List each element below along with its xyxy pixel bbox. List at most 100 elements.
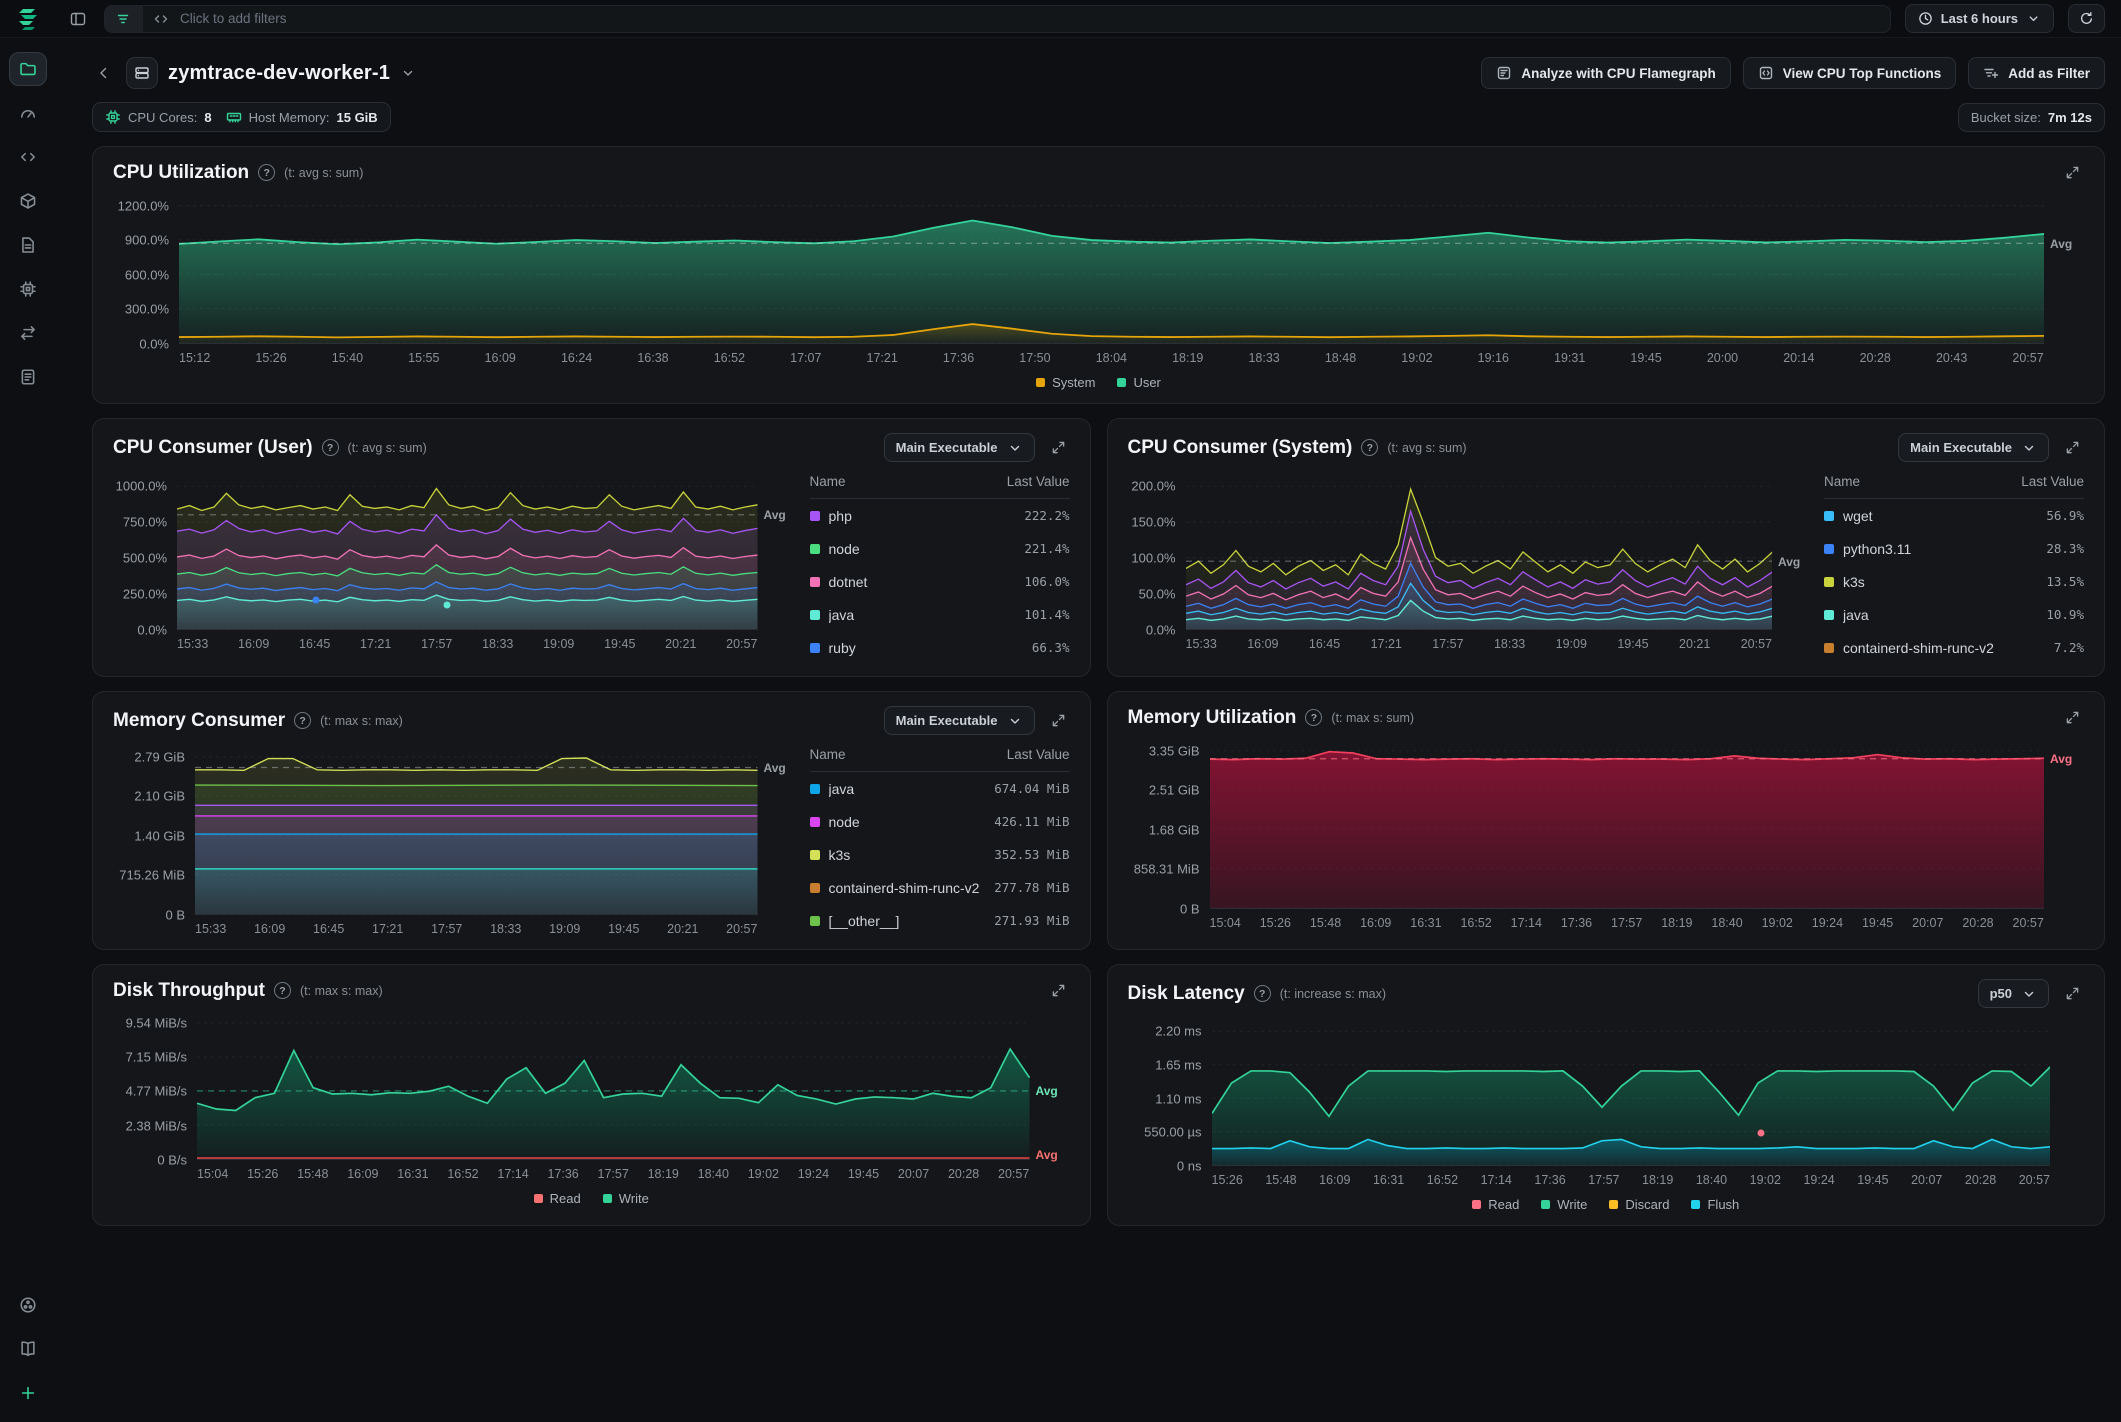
- sidebar-item-community[interactable]: [9, 1288, 47, 1322]
- table-row-php[interactable]: php222.2%: [810, 499, 1070, 532]
- expand-button[interactable]: [2061, 982, 2084, 1005]
- series-name: containerd-shim-runc-v2: [1843, 640, 2045, 656]
- sidebar-item-add[interactable]: [9, 1376, 47, 1410]
- help-icon[interactable]: ?: [1254, 985, 1271, 1002]
- help-icon[interactable]: ?: [322, 439, 339, 456]
- table-row-wget[interactable]: wget56.9%: [1824, 499, 2084, 532]
- plot-area[interactable]: [1186, 472, 1773, 629]
- help-icon[interactable]: ?: [274, 982, 291, 999]
- app-logo[interactable]: [0, 6, 56, 32]
- expand-button[interactable]: [1047, 979, 1070, 1002]
- sidebar-item-reports[interactable]: [9, 228, 47, 262]
- disk-throughput-chart[interactable]: 9.54 MiB/s7.15 MiB/s4.77 MiB/s2.38 MiB/s…: [113, 1012, 1070, 1207]
- refresh-button[interactable]: [2068, 4, 2105, 33]
- table-row-dotnet[interactable]: dotnet106.0%: [810, 565, 1070, 598]
- expand-button[interactable]: [2061, 436, 2084, 459]
- legend-item-write[interactable]: Write: [603, 1189, 649, 1207]
- legend-item-read[interactable]: Read: [534, 1189, 581, 1207]
- filter-bar[interactable]: Click to add filters: [104, 5, 1891, 33]
- memory-consumer-chart[interactable]: 2.79 GiB2.10 GiB1.40 GiB715.26 MiB0 BAvg…: [113, 745, 792, 937]
- data-point-dot[interactable]: [313, 597, 320, 604]
- sidebar-item-code[interactable]: [9, 140, 47, 174]
- expand-button[interactable]: [1047, 709, 1070, 732]
- help-icon[interactable]: ?: [1305, 709, 1322, 726]
- series-name: wget: [1843, 508, 2037, 524]
- filter-icon: [116, 11, 132, 27]
- query-code-toggle[interactable]: [143, 11, 180, 27]
- series-color-swatch: [810, 544, 820, 554]
- plot-area[interactable]: [177, 472, 758, 629]
- bucket-size-badge: Bucket size: 7m 12s: [1958, 103, 2105, 132]
- table-row-containerd-shim-runc-v2[interactable]: containerd-shim-runc-v2277.78 MiB: [810, 871, 1070, 904]
- action-button-view-cpu-top-functions[interactable]: View CPU Top Functions: [1743, 57, 1957, 89]
- sidebar-item-compare[interactable]: [9, 316, 47, 350]
- table-row-node[interactable]: node426.11 MiB: [810, 805, 1070, 838]
- back-button[interactable]: [92, 61, 116, 85]
- table-row-ruby[interactable]: ruby66.3%: [810, 631, 1070, 664]
- legend-item-user[interactable]: User: [1117, 373, 1160, 391]
- help-icon[interactable]: ?: [1361, 439, 1378, 456]
- cpu-utilization-chart[interactable]: 1200.0%900.0%600.0%300.0%0.0%Avg15:1215:…: [113, 194, 2084, 391]
- sidebar-item-packages[interactable]: [9, 184, 47, 218]
- table-row-python3.11[interactable]: python3.1128.3%: [1824, 532, 2084, 565]
- expand-button[interactable]: [2061, 706, 2084, 729]
- sidebar-item-logs[interactable]: [9, 360, 47, 394]
- table-row-java[interactable]: java10.9%: [1824, 598, 2084, 631]
- expand-button[interactable]: [2061, 161, 2084, 184]
- avg-label: Avg: [1036, 1084, 1058, 1098]
- table-row-java[interactable]: java674.04 MiB: [810, 772, 1070, 805]
- x-axis-tick: 20:07: [898, 1167, 929, 1181]
- plot-area[interactable]: [179, 194, 2044, 343]
- main-executable-select[interactable]: Main Executable: [1898, 433, 2049, 462]
- panel-title: Disk Latency: [1128, 983, 1245, 1005]
- plot-area[interactable]: [1210, 739, 2045, 908]
- legend-item-system[interactable]: System: [1036, 373, 1095, 391]
- table-row-java[interactable]: java101.4%: [810, 598, 1070, 631]
- memory-utilization-chart[interactable]: 3.35 GiB2.51 GiB1.68 GiB858.31 MiB0 BAvg…: [1128, 739, 2085, 930]
- legend-item-discard[interactable]: Discard: [1609, 1195, 1669, 1213]
- cpu-consumer-user-chart[interactable]: 1000.0%750.0%500.0%250.0%0.0%Avg15:3316:…: [113, 472, 792, 664]
- expand-button[interactable]: [1047, 436, 1070, 459]
- table-row--other-[interactable]: [__other__]271.93 MiB: [810, 904, 1070, 937]
- cpu-consumer-system-chart[interactable]: 200.0%150.0%100.0%50.0%0.0%Avg15:3316:09…: [1128, 472, 1807, 664]
- sidebar-item-files[interactable]: [9, 52, 47, 86]
- legend-item-flush[interactable]: Flush: [1691, 1195, 1739, 1213]
- table-row-containerd-shim-runc-v2[interactable]: containerd-shim-runc-v27.2%: [1824, 631, 2084, 664]
- plot-area[interactable]: [197, 1012, 1030, 1159]
- time-range-select[interactable]: Last 6 hours: [1905, 4, 2054, 33]
- data-point-dot[interactable]: [443, 601, 450, 608]
- percentile-select[interactable]: p50: [1978, 979, 2049, 1008]
- legend-swatch: [1691, 1200, 1700, 1209]
- filter-icon-segment[interactable]: [105, 6, 143, 32]
- action-button-add-as-filter[interactable]: Add as Filter: [1968, 57, 2105, 89]
- action-button-analyze-with-cpu-flamegraph[interactable]: Analyze with CPU Flamegraph: [1481, 57, 1730, 89]
- filter-placeholder[interactable]: Click to add filters: [180, 11, 287, 26]
- data-point-dot[interactable]: [1757, 1130, 1764, 1137]
- sidebar-item-cpu[interactable]: [9, 272, 47, 306]
- help-icon[interactable]: ?: [294, 712, 311, 729]
- x-axis-tick: 18:19: [648, 1167, 679, 1181]
- x-axis-tick: 19:16: [1478, 351, 1509, 365]
- disk-latency-chart[interactable]: 2.20 ms1.65 ms1.10 ms550.00 µs0 ns15:261…: [1128, 1018, 2085, 1213]
- legend-swatch: [1472, 1200, 1481, 1209]
- x-axis-tick: 17:57: [598, 1167, 629, 1181]
- sidebar-item-dashboard[interactable]: [9, 96, 47, 130]
- table-row-k3s[interactable]: k3s13.5%: [1824, 565, 2084, 598]
- sidebar-toggle-button[interactable]: [66, 7, 90, 31]
- sidebar-item-docs[interactable]: [9, 1332, 47, 1366]
- help-icon[interactable]: ?: [258, 164, 275, 181]
- legend-item-write[interactable]: Write: [1541, 1195, 1587, 1213]
- host-switcher[interactable]: [400, 65, 416, 81]
- table-row-k3s[interactable]: k3s352.53 MiB: [810, 838, 1070, 871]
- main-executable-select[interactable]: Main Executable: [884, 706, 1035, 735]
- x-axis-tick: 19:09: [549, 922, 580, 936]
- button-label: Add as Filter: [2008, 66, 2090, 81]
- y-axis-tick: 50.0%: [1139, 587, 1176, 602]
- host-icon-box: [126, 57, 158, 89]
- plot-area[interactable]: [1212, 1018, 2051, 1165]
- legend-item-read[interactable]: Read: [1472, 1195, 1519, 1213]
- x-axis-tick: 17:21: [1371, 637, 1402, 651]
- plot-area[interactable]: [195, 745, 758, 914]
- table-row-node[interactable]: node221.4%: [810, 532, 1070, 565]
- main-executable-select[interactable]: Main Executable: [884, 433, 1035, 462]
